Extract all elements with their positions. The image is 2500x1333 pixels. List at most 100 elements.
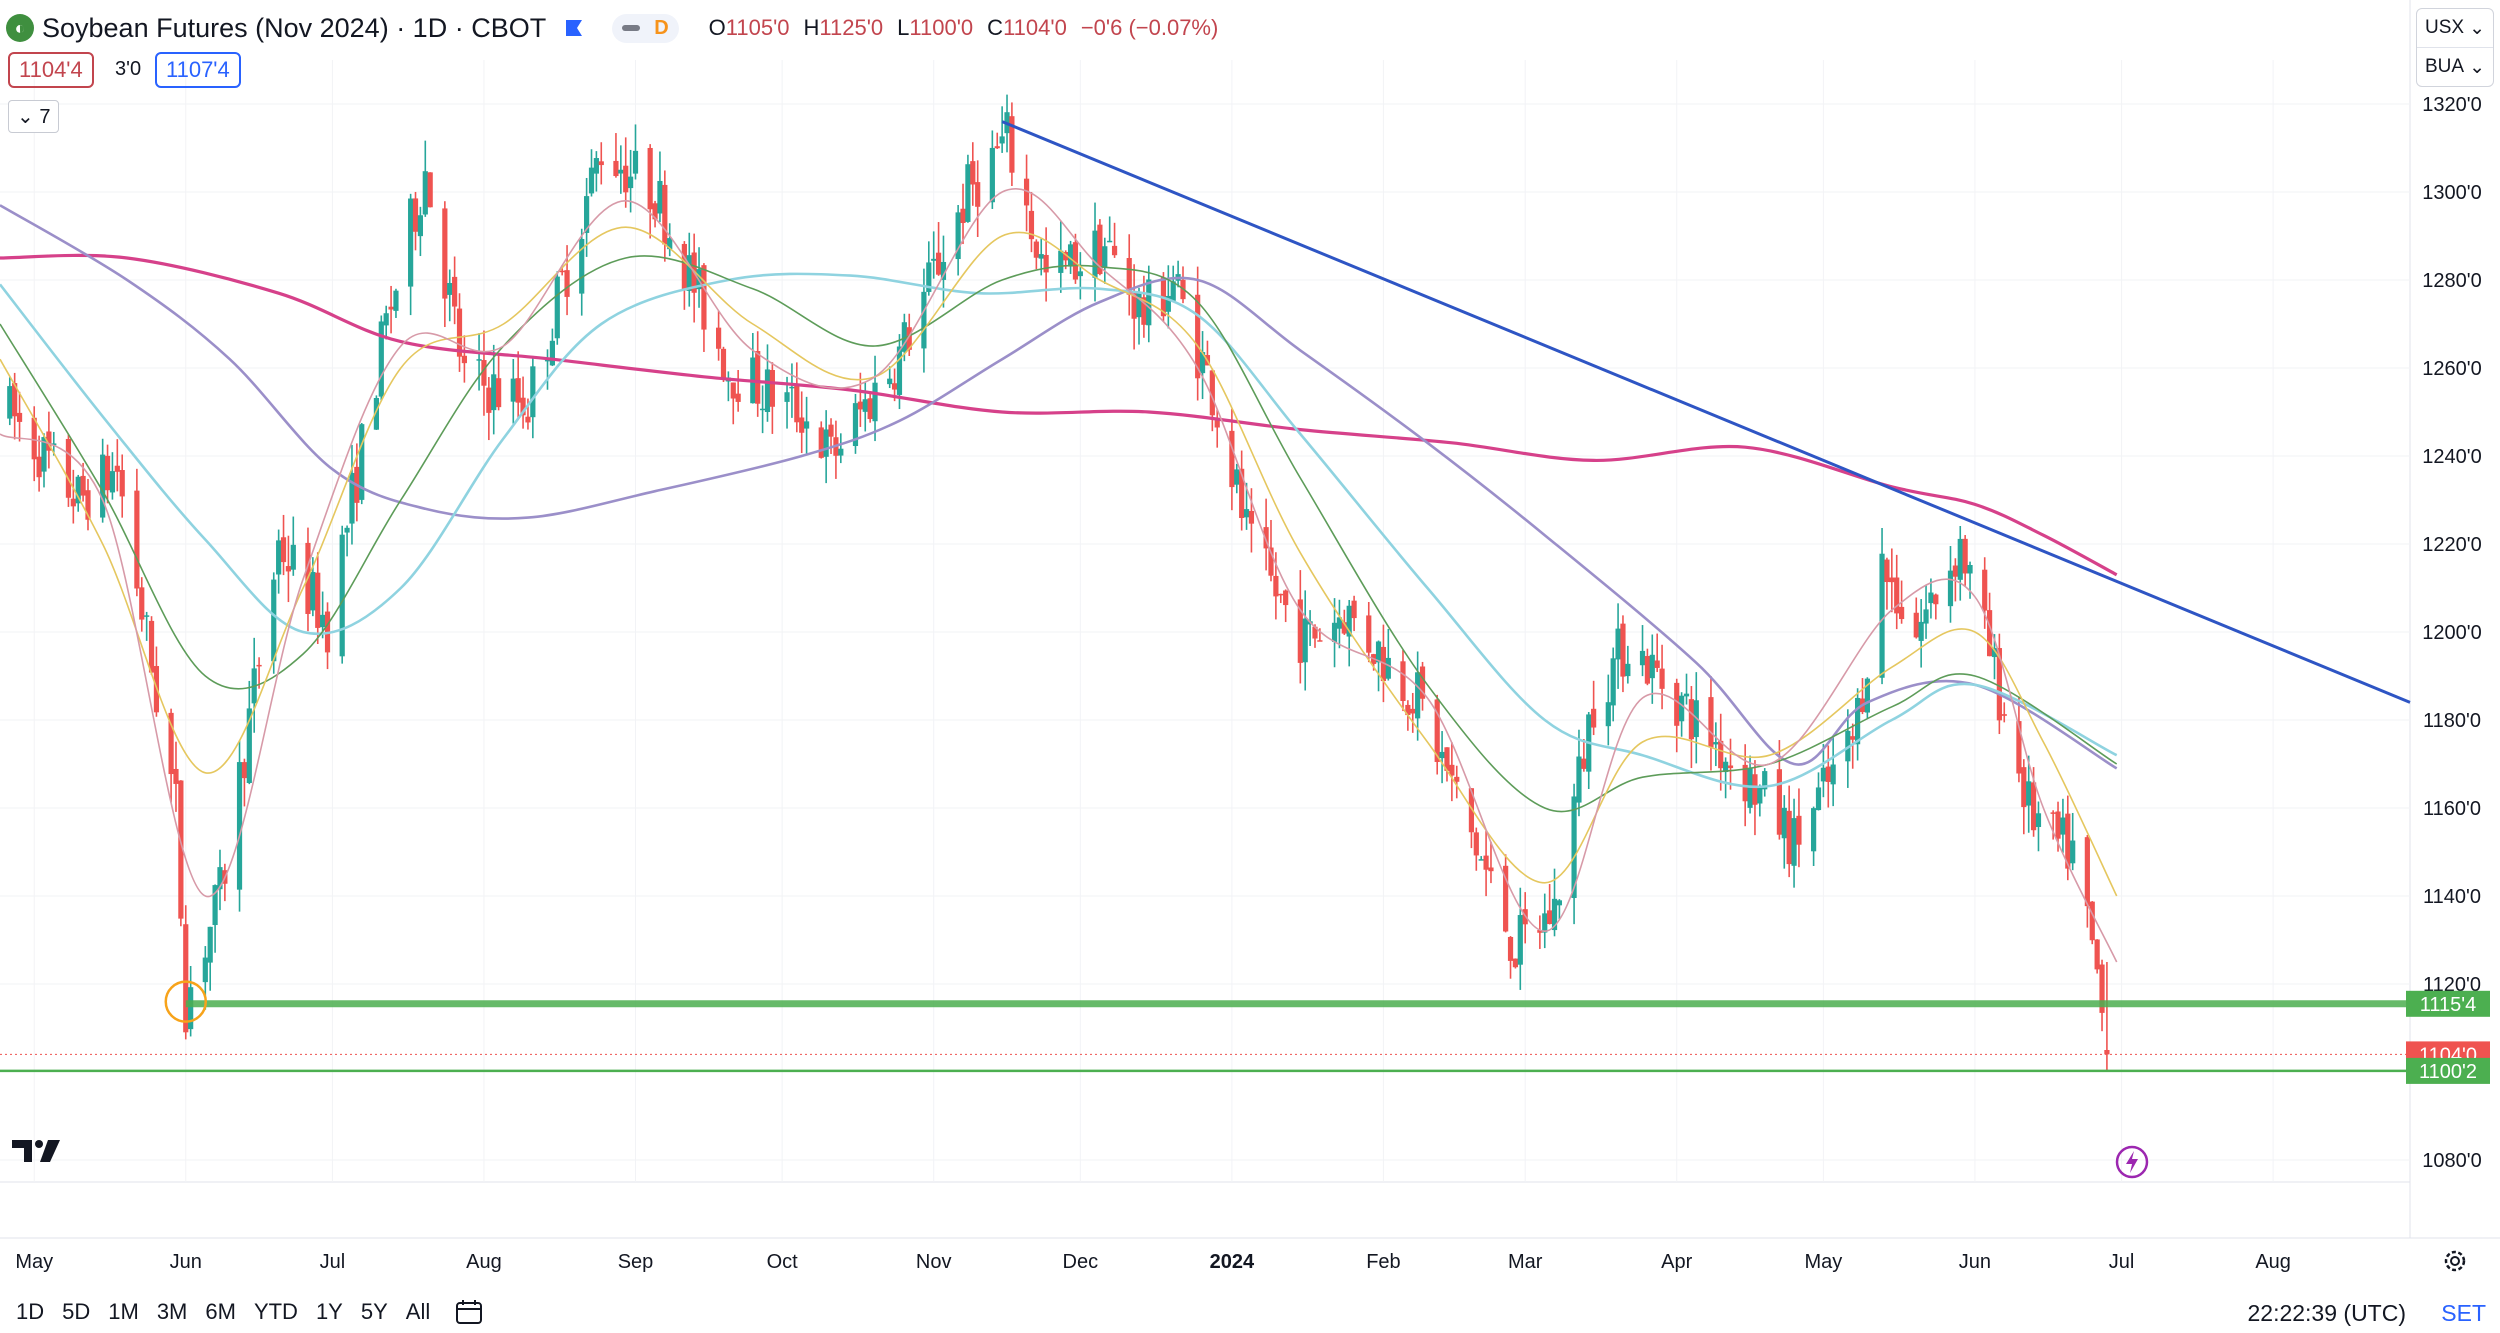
candle-down [1278, 593, 1284, 596]
candle-down [1214, 420, 1220, 428]
ohlc-close-value: 1104'0 [1003, 15, 1067, 40]
timeframe-1y[interactable]: 1Y [315, 1298, 343, 1324]
x-tick-label: May [15, 1251, 53, 1273]
candle-down [970, 161, 976, 185]
candle-up [999, 136, 1005, 144]
candle-up [554, 276, 560, 339]
candle-down [442, 208, 448, 299]
candle-down [148, 620, 155, 673]
candle-down [168, 712, 174, 775]
candle-down [36, 456, 42, 478]
candle-down [2030, 782, 2037, 831]
timeframe-6m[interactable]: 6M [205, 1298, 236, 1324]
downtrend-line [1001, 120, 2411, 704]
candle-up [1918, 621, 1924, 641]
candle-up [310, 571, 316, 611]
indicators-toggle[interactable]: ⌄ 7 [8, 100, 60, 133]
candle-down [2094, 939, 2100, 970]
timeframe-all[interactable]: All [405, 1298, 431, 1324]
candle-up [422, 171, 428, 215]
candle-up [202, 957, 208, 983]
timeframe-1m[interactable]: 1M [108, 1298, 139, 1324]
candle-up [1346, 605, 1352, 637]
timeframe-3m[interactable]: 3M [156, 1298, 188, 1324]
candle-down [1405, 704, 1411, 716]
candle-down [1263, 527, 1269, 549]
gear-icon[interactable] [2440, 1246, 2470, 1276]
candle-up [408, 198, 414, 287]
currency-unit-selector[interactable]: USX ⌄ BUA ⌄ [2416, 8, 2494, 87]
candle-down [1659, 668, 1665, 689]
candle-up [887, 378, 893, 385]
candle-up [447, 282, 453, 295]
lightning-icon[interactable] [2114, 1144, 2150, 1180]
x-tick-label: Jun [170, 1251, 202, 1273]
candle-down [1126, 258, 1132, 295]
candle-up [1723, 761, 1729, 773]
candle-up [417, 215, 424, 237]
candle-down [1454, 776, 1460, 782]
candle-up [236, 762, 243, 890]
unit-label: BUA [2425, 56, 2465, 77]
candle-down [315, 572, 321, 628]
spread-value: 3'0 [115, 58, 142, 80]
candle-up [1957, 538, 1963, 580]
candle-up [896, 346, 903, 395]
candle-down [12, 383, 18, 417]
candle-up [212, 885, 218, 926]
interval-badge: D [654, 16, 669, 39]
candle-down [173, 768, 179, 784]
candle-up [109, 471, 116, 493]
candle-down [65, 438, 72, 498]
calendar-goto-icon[interactable] [454, 1298, 486, 1326]
candle-up [1576, 756, 1582, 803]
candle-down [2084, 837, 2090, 907]
candle-down [1718, 740, 1724, 769]
buy-price-button[interactable]: 1107'4 [155, 52, 241, 88]
timeframe-5d[interactable]: 5D [62, 1298, 91, 1324]
currency-select[interactable]: USX ⌄ [2417, 9, 2493, 47]
market-status-pill[interactable]: D [612, 13, 679, 43]
timeframe-5y[interactable]: 5Y [360, 1298, 388, 1324]
candle-down [1688, 699, 1694, 740]
candle-down [104, 455, 111, 491]
x-tick-label: Oct [767, 1251, 799, 1273]
candle-down [1209, 370, 1215, 416]
timeframe-ytd[interactable]: YTD [253, 1298, 298, 1324]
tradingview-logo-icon[interactable] [10, 1134, 64, 1168]
candle-down [1043, 254, 1049, 273]
candle-up [41, 437, 47, 472]
chevron-down-icon: ⌄ [2469, 56, 2485, 78]
unit-select[interactable]: BUA ⌄ [2417, 47, 2493, 86]
candle-up [530, 366, 536, 418]
candle-down [1273, 575, 1279, 597]
candle-up [1077, 271, 1083, 277]
candle-up [1713, 742, 1719, 745]
utc-clock[interactable]: 22:22:39 (UTC) [2247, 1300, 2406, 1326]
candle-down [564, 270, 570, 297]
candle-down [1674, 682, 1680, 726]
symbol-title[interactable]: Soybean Futures (Nov 2024) · 1D · CBOT [42, 12, 547, 43]
flag-icon[interactable] [564, 18, 584, 38]
sell-price-button[interactable]: 1104'4 [8, 52, 94, 88]
candle-down [818, 427, 824, 458]
candle-down [2055, 811, 2061, 839]
x-tick-label: Jul [320, 1251, 346, 1273]
candle-up [1610, 658, 1616, 706]
candle-up [584, 196, 590, 233]
candle-up [1571, 796, 1577, 899]
candle-down [486, 387, 492, 413]
candle-up [955, 212, 961, 260]
session-button[interactable]: SET [2441, 1300, 2486, 1326]
candle-down [461, 355, 468, 364]
candle-up [1336, 617, 1343, 629]
candle-down [975, 182, 981, 207]
candle-down [119, 470, 125, 497]
candle-down [1419, 666, 1426, 699]
x-tick-label: Feb [1366, 1251, 1400, 1273]
timeframe-1d[interactable]: 1D [16, 1298, 45, 1324]
y-tick-label: 1220'0 [2422, 534, 2481, 556]
candle-up [1556, 900, 1563, 906]
candle-up [1625, 663, 1631, 677]
